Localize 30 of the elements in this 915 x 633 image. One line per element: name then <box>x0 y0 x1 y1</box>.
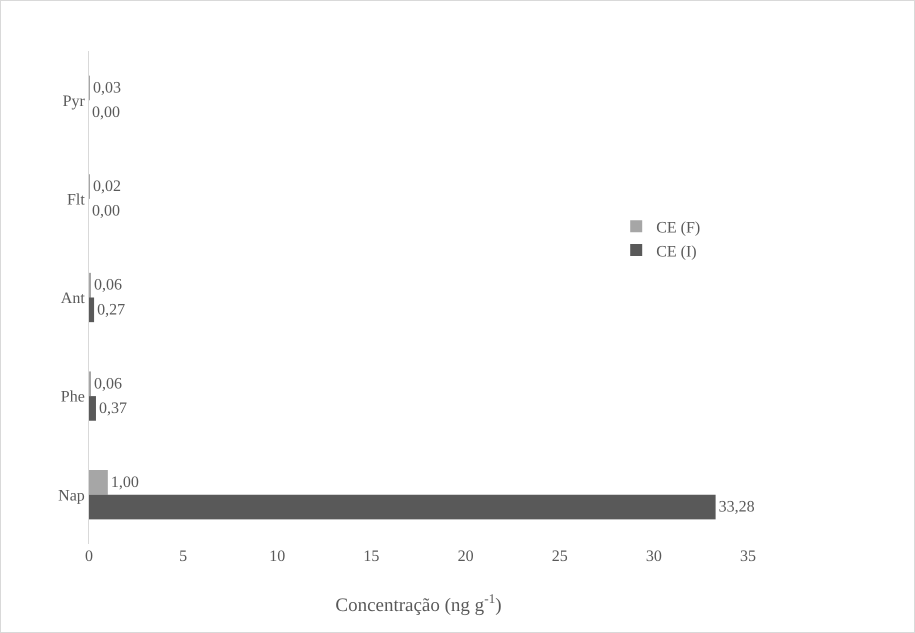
data-label: 0,02 <box>93 178 121 196</box>
x-tick-label: 20 <box>458 548 474 565</box>
data-label: 0,06 <box>94 375 122 392</box>
y-tick-label: Nap <box>58 487 85 504</box>
x-tick-label: 5 <box>179 548 188 565</box>
y-tick-label: Flt <box>67 192 86 208</box>
y-tick-label: Phe <box>60 388 85 406</box>
bar <box>89 298 94 322</box>
y-tick-label: Pyr <box>62 92 86 110</box>
bar <box>89 470 108 495</box>
legend-label: CE (F) <box>656 219 700 236</box>
data-label: 0,00 <box>92 104 120 122</box>
x-tick-label: 30 <box>646 548 662 565</box>
y-tick-label: Ant <box>60 290 86 308</box>
data-label: 0,06 <box>94 276 122 294</box>
x-tick-label: 0 <box>85 548 93 565</box>
data-label: 0,27 <box>97 301 126 318</box>
data-label: 1,00 <box>110 474 139 491</box>
bar <box>89 396 96 421</box>
x-tick-label: 25 <box>552 548 568 565</box>
x-tick-label: 15 <box>363 548 380 565</box>
data-label: 33,28 <box>718 498 755 516</box>
bar <box>89 494 716 520</box>
x-axis-title: Concentração (ng g$^{-1}$) <box>335 591 502 616</box>
data-label: 0,03 <box>93 79 121 96</box>
legend-label: CE (I) <box>656 243 697 260</box>
data-label: 0,00 <box>92 202 120 220</box>
x-tick-label: 10 <box>269 548 286 565</box>
x-tick-label: 35 <box>740 548 756 565</box>
data-label: 0,37 <box>98 400 127 417</box>
